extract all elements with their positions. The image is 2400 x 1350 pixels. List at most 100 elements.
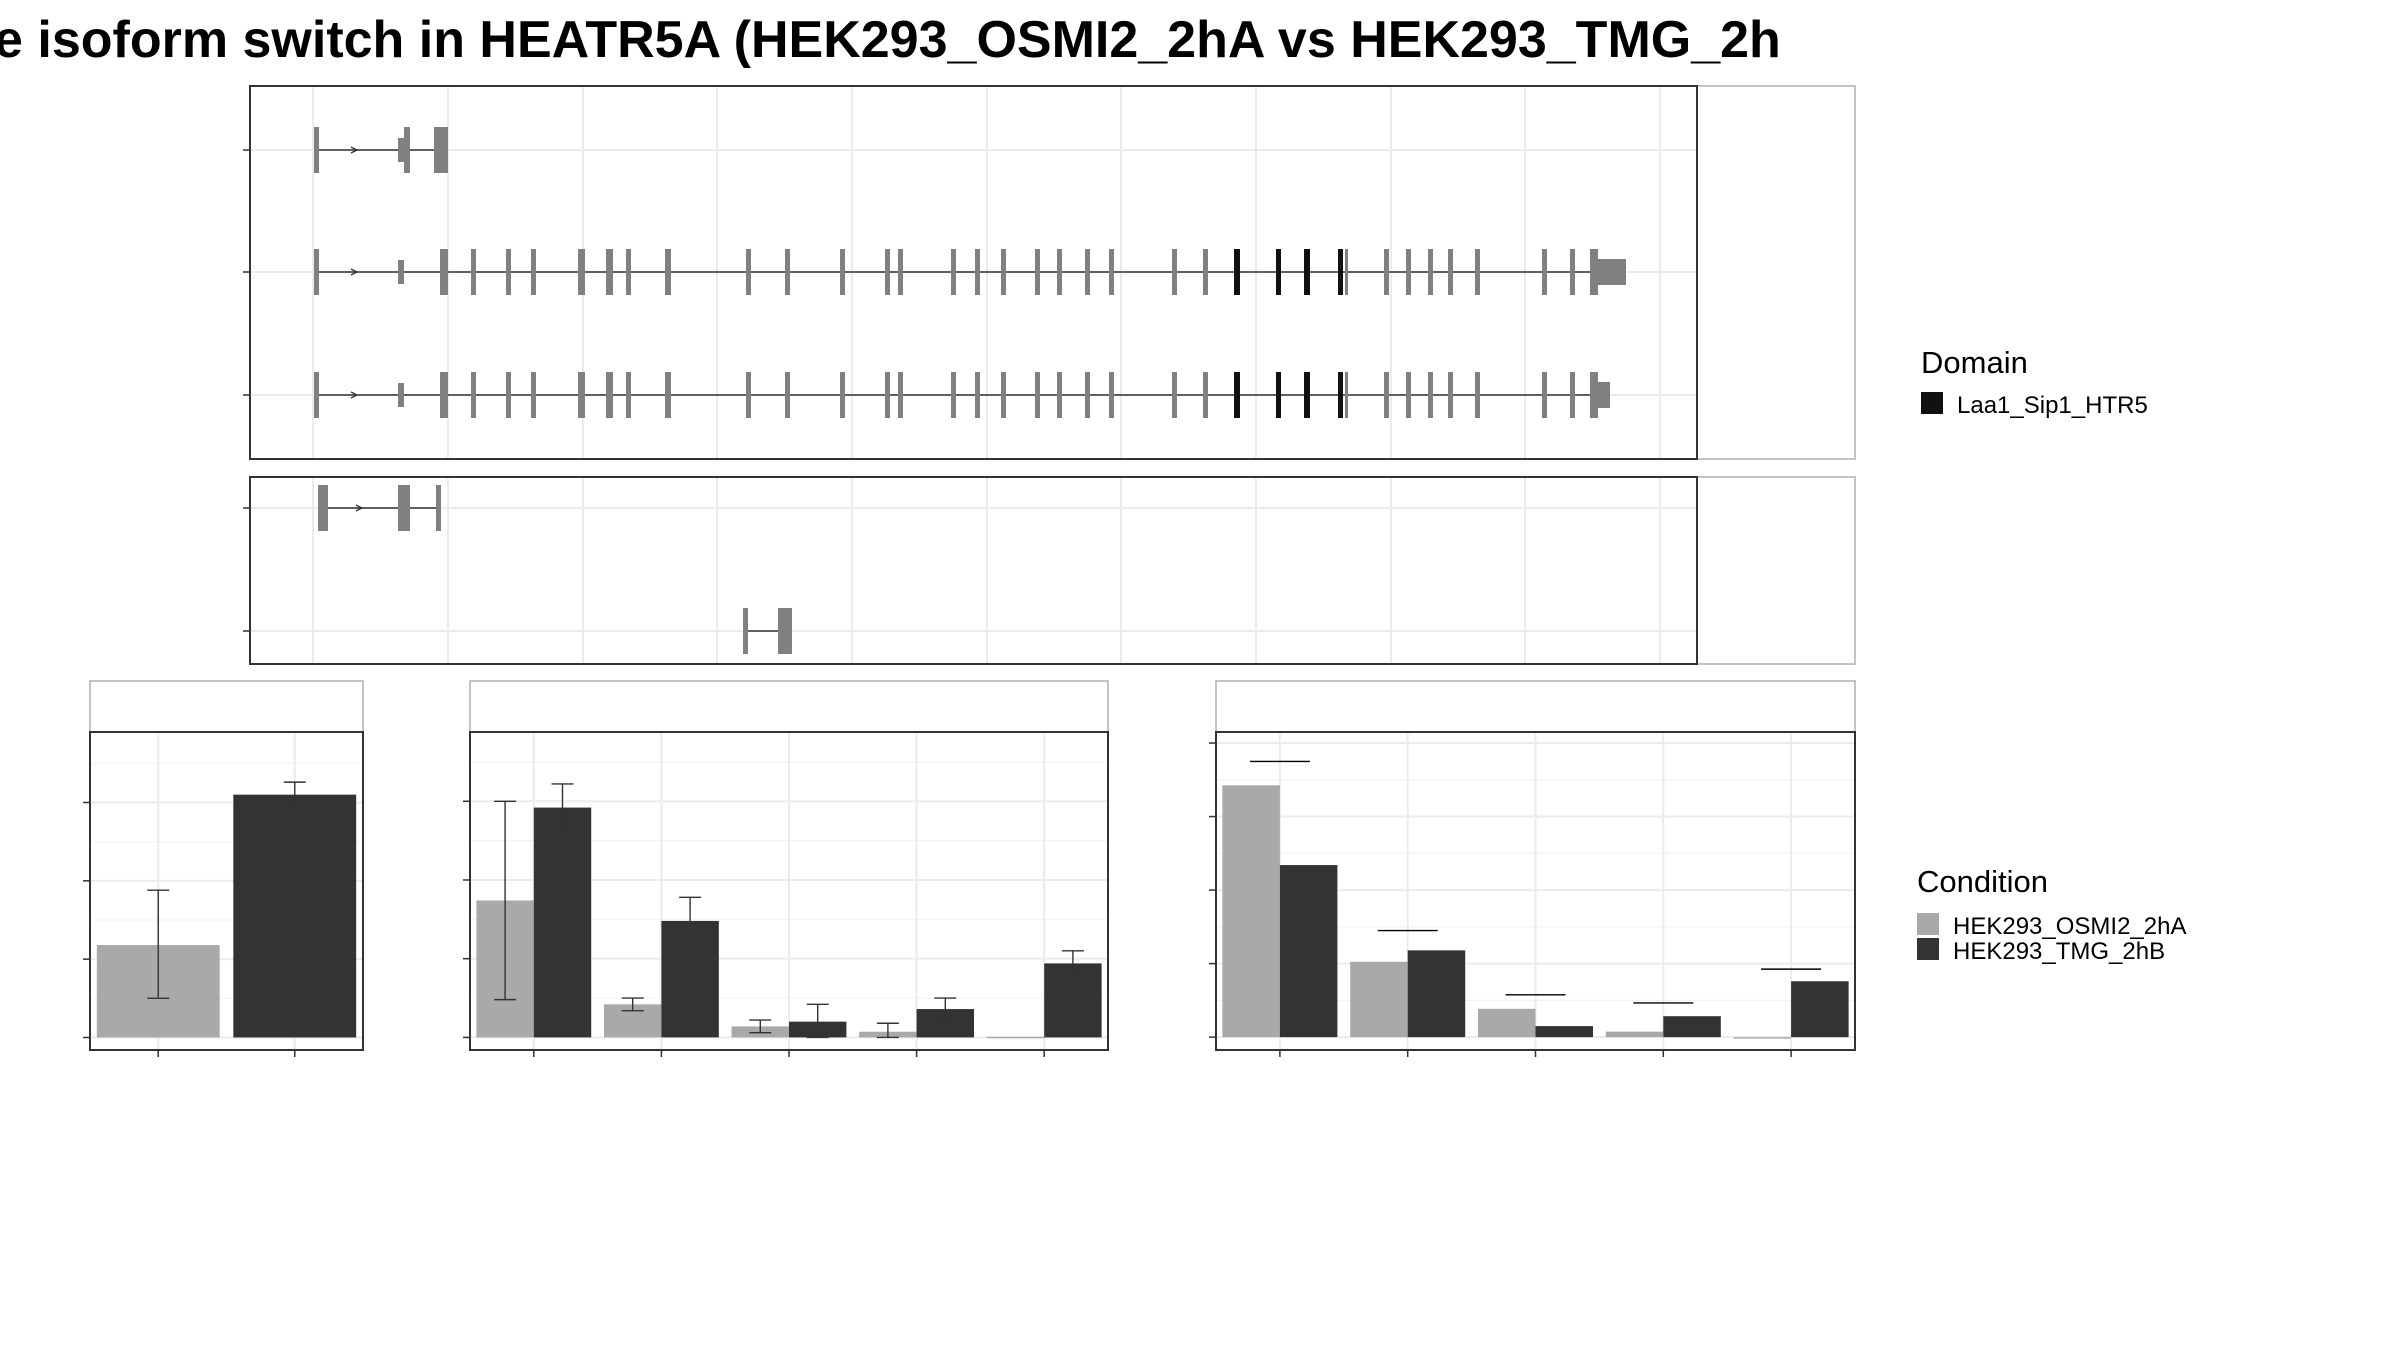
exon — [434, 127, 448, 173]
condition-legend-label-a: HEK293_OSMI2_2hA — [1953, 913, 2186, 940]
exon — [1542, 249, 1547, 295]
exon — [606, 249, 613, 295]
bar — [1477, 1008, 1536, 1038]
exon — [1448, 249, 1453, 295]
bar — [533, 807, 592, 1038]
bar — [1279, 865, 1338, 1038]
chart-panel-border — [89, 731, 364, 1051]
exon — [1406, 372, 1411, 418]
bar — [986, 1036, 1045, 1039]
exon — [626, 372, 631, 418]
exon — [746, 372, 751, 418]
exon — [398, 383, 404, 407]
exon — [1109, 249, 1114, 295]
bar — [1350, 961, 1408, 1038]
exon — [665, 372, 671, 418]
exon — [318, 485, 328, 531]
chart-strip — [469, 680, 1109, 733]
domain-exon — [1338, 249, 1343, 295]
domain-legend-key — [1921, 392, 1943, 414]
exon — [626, 249, 631, 295]
domain-exon — [1234, 249, 1240, 295]
domain-exon — [1304, 249, 1310, 295]
chart-strip — [1215, 680, 1856, 733]
facet-strip — [1696, 85, 1856, 460]
exon — [885, 249, 890, 295]
exon — [314, 249, 319, 295]
domain-exon — [1276, 249, 1281, 295]
chart-strip — [89, 680, 364, 733]
exon — [975, 249, 980, 295]
exon — [885, 372, 890, 418]
isoform-structure-panel — [243, 85, 1856, 665]
exon — [531, 372, 536, 418]
exon — [840, 372, 845, 418]
exon — [506, 372, 511, 418]
domain-exon — [1276, 372, 1281, 418]
condition-legend-label-b: HEK293_TMG_2hB — [1953, 938, 2165, 965]
exon — [840, 249, 845, 295]
exon — [1428, 372, 1433, 418]
strand-arrow — [350, 268, 359, 276]
exon — [1057, 372, 1062, 418]
exon — [1345, 372, 1348, 418]
exon — [1172, 249, 1177, 295]
exon — [1057, 249, 1062, 295]
exon — [975, 372, 980, 418]
exon — [1035, 249, 1040, 295]
facet-strip — [1696, 476, 1856, 665]
exon — [314, 372, 319, 418]
figure-title: e isoform switch in HEATR5A (HEK293_OSMI… — [0, 11, 1781, 69]
exon — [1001, 249, 1006, 295]
isoform-usage-chart — [1209, 680, 1856, 1057]
strand-arrow — [355, 504, 364, 512]
domain-legend-label: Laa1_Sip1_HTR5 — [1957, 392, 2148, 419]
exon — [1172, 372, 1177, 418]
exon — [1203, 372, 1208, 418]
exon — [1570, 249, 1575, 295]
exon — [1570, 372, 1575, 418]
exon — [665, 249, 671, 295]
exon — [471, 372, 476, 418]
bar — [1791, 981, 1849, 1038]
gene-expression-chart — [83, 680, 364, 1057]
exon — [951, 372, 956, 418]
exon — [785, 249, 790, 295]
exon — [398, 138, 404, 162]
exon — [743, 608, 748, 654]
exon — [1406, 249, 1411, 295]
domain-exon — [1304, 372, 1310, 418]
exon — [1203, 249, 1208, 295]
exon — [578, 249, 585, 295]
structure-facet-border — [249, 476, 1698, 665]
exon — [398, 485, 410, 531]
bar — [1407, 950, 1466, 1038]
exon — [951, 249, 956, 295]
exon — [506, 249, 511, 295]
exon — [1590, 372, 1598, 418]
condition-legend: Condition HEK293_OSMI2_2hA HEK293_TMG_2h… — [1917, 864, 2186, 965]
exon — [1384, 249, 1389, 295]
exon — [1109, 372, 1114, 418]
condition-legend-title: Condition — [1917, 864, 2048, 899]
exon — [440, 249, 448, 295]
bar — [1605, 1031, 1664, 1038]
exon — [436, 485, 441, 531]
strand-arrow — [350, 146, 359, 154]
exon — [785, 372, 790, 418]
exon — [1448, 372, 1453, 418]
structure-facet-background — [250, 477, 1697, 664]
exon — [1085, 249, 1090, 295]
domain-legend-title: Domain — [1921, 345, 2028, 380]
exon — [404, 127, 410, 173]
exon — [1590, 249, 1598, 295]
exon — [1475, 249, 1480, 295]
exon — [471, 249, 476, 295]
bar — [1733, 1037, 1792, 1039]
strand-arrow — [350, 391, 359, 399]
exon — [1598, 259, 1626, 285]
bar — [233, 794, 357, 1038]
bar — [1663, 1016, 1721, 1038]
exon — [898, 372, 903, 418]
exon — [1345, 249, 1348, 295]
